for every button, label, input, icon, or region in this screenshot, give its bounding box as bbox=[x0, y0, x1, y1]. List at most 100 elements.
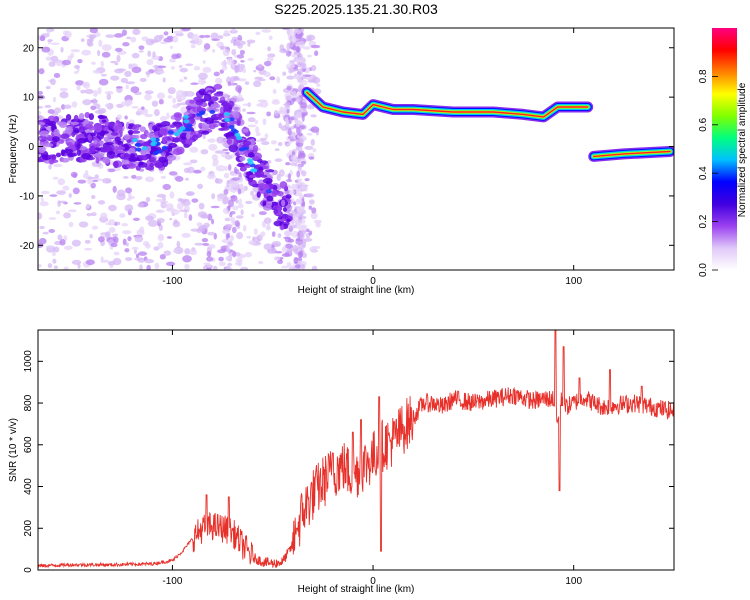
noise-speckle bbox=[132, 28, 141, 36]
noise-speckle bbox=[147, 219, 158, 227]
noise-speckle bbox=[310, 126, 320, 133]
noise-speckle bbox=[84, 169, 89, 176]
noise-speckle bbox=[285, 142, 291, 147]
noise-speckle bbox=[156, 217, 165, 224]
noise-blob bbox=[192, 134, 199, 141]
noise-blob bbox=[239, 156, 246, 162]
noise-speckle bbox=[227, 262, 233, 267]
noise-speckle bbox=[222, 148, 229, 152]
noise-blob bbox=[262, 184, 270, 191]
noise-speckle bbox=[286, 262, 292, 267]
noise-blob bbox=[63, 148, 74, 154]
noise-hotspot bbox=[179, 126, 186, 131]
noise-speckle bbox=[125, 242, 129, 247]
noise-speckle bbox=[128, 192, 132, 198]
noise-speckle bbox=[200, 166, 206, 172]
noise-speckle bbox=[59, 91, 69, 99]
noise-blob bbox=[73, 114, 79, 123]
noise-blob bbox=[48, 154, 57, 159]
noise-speckle bbox=[206, 267, 212, 270]
noise-speckle bbox=[223, 188, 229, 195]
noise-speckle bbox=[295, 198, 303, 205]
noise-speckle bbox=[298, 186, 307, 191]
noise-speckle bbox=[38, 237, 47, 245]
noise-speckle bbox=[68, 193, 72, 198]
noise-blob bbox=[256, 191, 261, 198]
noise-blob bbox=[236, 163, 247, 168]
noise-speckle bbox=[289, 60, 295, 64]
noise-speckle bbox=[63, 212, 71, 219]
noise-blob bbox=[88, 113, 95, 121]
noise-speckle bbox=[130, 86, 140, 93]
noise-speckle bbox=[127, 236, 132, 242]
noise-speckle bbox=[126, 36, 132, 40]
noise-speckle bbox=[239, 49, 245, 55]
noise-speckle bbox=[168, 171, 178, 176]
noise-speckle bbox=[211, 193, 216, 200]
noise-hotspot bbox=[186, 123, 193, 128]
noise-speckle bbox=[145, 71, 151, 75]
noise-blob bbox=[102, 156, 111, 164]
noise-speckle bbox=[278, 122, 282, 129]
noise-blob bbox=[218, 114, 223, 121]
noise-speckle bbox=[188, 214, 193, 221]
noise-speckle bbox=[95, 103, 101, 110]
noise-speckle bbox=[53, 72, 61, 79]
noise-speckle bbox=[75, 80, 84, 86]
noise-speckle bbox=[305, 228, 310, 233]
noise-speckle bbox=[163, 31, 169, 36]
noise-blob bbox=[130, 153, 136, 158]
noise-speckle bbox=[190, 82, 199, 86]
noise-speckle bbox=[310, 65, 317, 72]
noise-speckle bbox=[293, 257, 299, 264]
noise-speckle bbox=[156, 65, 167, 69]
noise-speckle bbox=[297, 221, 302, 226]
x-tick-label: -100 bbox=[162, 276, 182, 287]
noise-speckle bbox=[297, 40, 305, 49]
noise-speckle bbox=[234, 168, 240, 175]
noise-speckle bbox=[316, 83, 321, 87]
noise-speckle bbox=[166, 236, 172, 239]
noise-blob bbox=[252, 152, 263, 160]
noise-speckle bbox=[231, 226, 237, 234]
noise-speckle bbox=[46, 28, 51, 35]
noise-speckle bbox=[165, 261, 176, 267]
colorbar-ticks: 0.0 0.2 0.4 0.6 0.8 bbox=[698, 69, 718, 277]
noise-speckle bbox=[112, 185, 117, 193]
noise-speckle bbox=[244, 251, 252, 258]
noise-speckle bbox=[198, 72, 208, 80]
noise-speckle bbox=[237, 203, 244, 209]
noise-speckle bbox=[169, 191, 175, 199]
noise-hotspot bbox=[228, 125, 235, 130]
noise-speckle bbox=[124, 70, 132, 78]
noise-blob bbox=[209, 96, 219, 102]
noise-speckle bbox=[310, 211, 318, 220]
noise-blob bbox=[248, 179, 257, 187]
noise-speckle bbox=[63, 245, 73, 250]
noise-blob bbox=[100, 147, 110, 153]
noise-speckle bbox=[296, 206, 304, 214]
noise-blob bbox=[70, 121, 80, 125]
noise-speckle bbox=[226, 245, 230, 253]
noise-speckle bbox=[198, 202, 205, 210]
noise-speckle bbox=[81, 49, 92, 56]
noise-speckle bbox=[73, 202, 82, 205]
noise-speckle bbox=[116, 189, 126, 197]
noise-speckle bbox=[131, 105, 139, 109]
noise-blob bbox=[48, 120, 57, 126]
noise-speckle bbox=[110, 75, 120, 81]
noise-speckle bbox=[137, 202, 145, 208]
noise-blob bbox=[140, 133, 148, 140]
noise-blob bbox=[107, 122, 115, 128]
noise-speckle bbox=[122, 230, 132, 235]
noise-speckle bbox=[310, 114, 317, 118]
ridge-segment-lower bbox=[593, 150, 671, 158]
noise-blob bbox=[169, 124, 176, 128]
noise-speckle bbox=[77, 179, 87, 184]
noise-speckle bbox=[247, 42, 251, 47]
noise-speckle bbox=[120, 101, 127, 107]
noise-speckle bbox=[201, 237, 209, 243]
noise-speckle bbox=[121, 222, 129, 227]
noise-speckle bbox=[247, 124, 257, 128]
